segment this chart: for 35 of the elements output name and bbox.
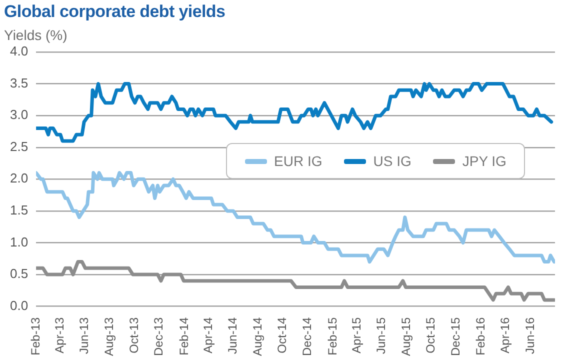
x-tick-label: Aug-14 xyxy=(250,316,264,356)
legend-label: EUR IG xyxy=(274,153,322,170)
y-tick-label: 3.0 xyxy=(10,107,28,122)
x-tick-label: Feb-13 xyxy=(28,316,42,356)
x-tick-label: Apr-14 xyxy=(200,316,215,354)
x-tick-label: Aug-13 xyxy=(102,316,116,356)
y-tick-label: 2.5 xyxy=(10,138,28,154)
x-tick-label: Jun-16 xyxy=(522,316,537,354)
x-tick-label: Apr-13 xyxy=(52,316,66,354)
chart-title: Global corporate debt yields xyxy=(4,2,226,22)
x-tick-label: Apr-16 xyxy=(498,316,512,354)
legend-label: JPY IG xyxy=(462,153,506,170)
x-tick-label: Feb-15 xyxy=(325,316,340,356)
x-tick-label: Feb-14 xyxy=(176,316,191,356)
y-tick-label: 0.0 xyxy=(10,298,28,313)
x-tick-label: Jun-15 xyxy=(374,316,388,354)
x-tick-label: Jun-14 xyxy=(226,316,240,354)
x-tick-label: Oct-13 xyxy=(126,316,141,354)
x-tick-label: Dec-14 xyxy=(300,316,314,356)
x-tick-label: Oct-15 xyxy=(424,316,438,354)
legend-label: US IG xyxy=(373,153,412,170)
y-tick-label: 1.5 xyxy=(10,202,28,218)
x-tick-label: Dec-15 xyxy=(448,316,462,356)
x-tick-label: Jun-13 xyxy=(77,316,92,354)
y-tick-label: 1.0 xyxy=(10,234,28,250)
y-tick-label: 0.5 xyxy=(10,266,28,282)
x-tick-label: Dec-13 xyxy=(152,316,166,356)
x-tick-label: Feb-16 xyxy=(474,316,488,356)
x-tick-label: Apr-15 xyxy=(349,316,364,354)
x-tick-label: Aug-15 xyxy=(398,316,413,356)
y-tick-label: 3.5 xyxy=(10,75,28,90)
y-tick-label: 2.0 xyxy=(10,170,28,186)
y-tick-label: 4.0 xyxy=(10,44,28,59)
y-axis-title: Yields (%) xyxy=(4,27,68,43)
x-tick-label: Oct-14 xyxy=(275,316,290,354)
